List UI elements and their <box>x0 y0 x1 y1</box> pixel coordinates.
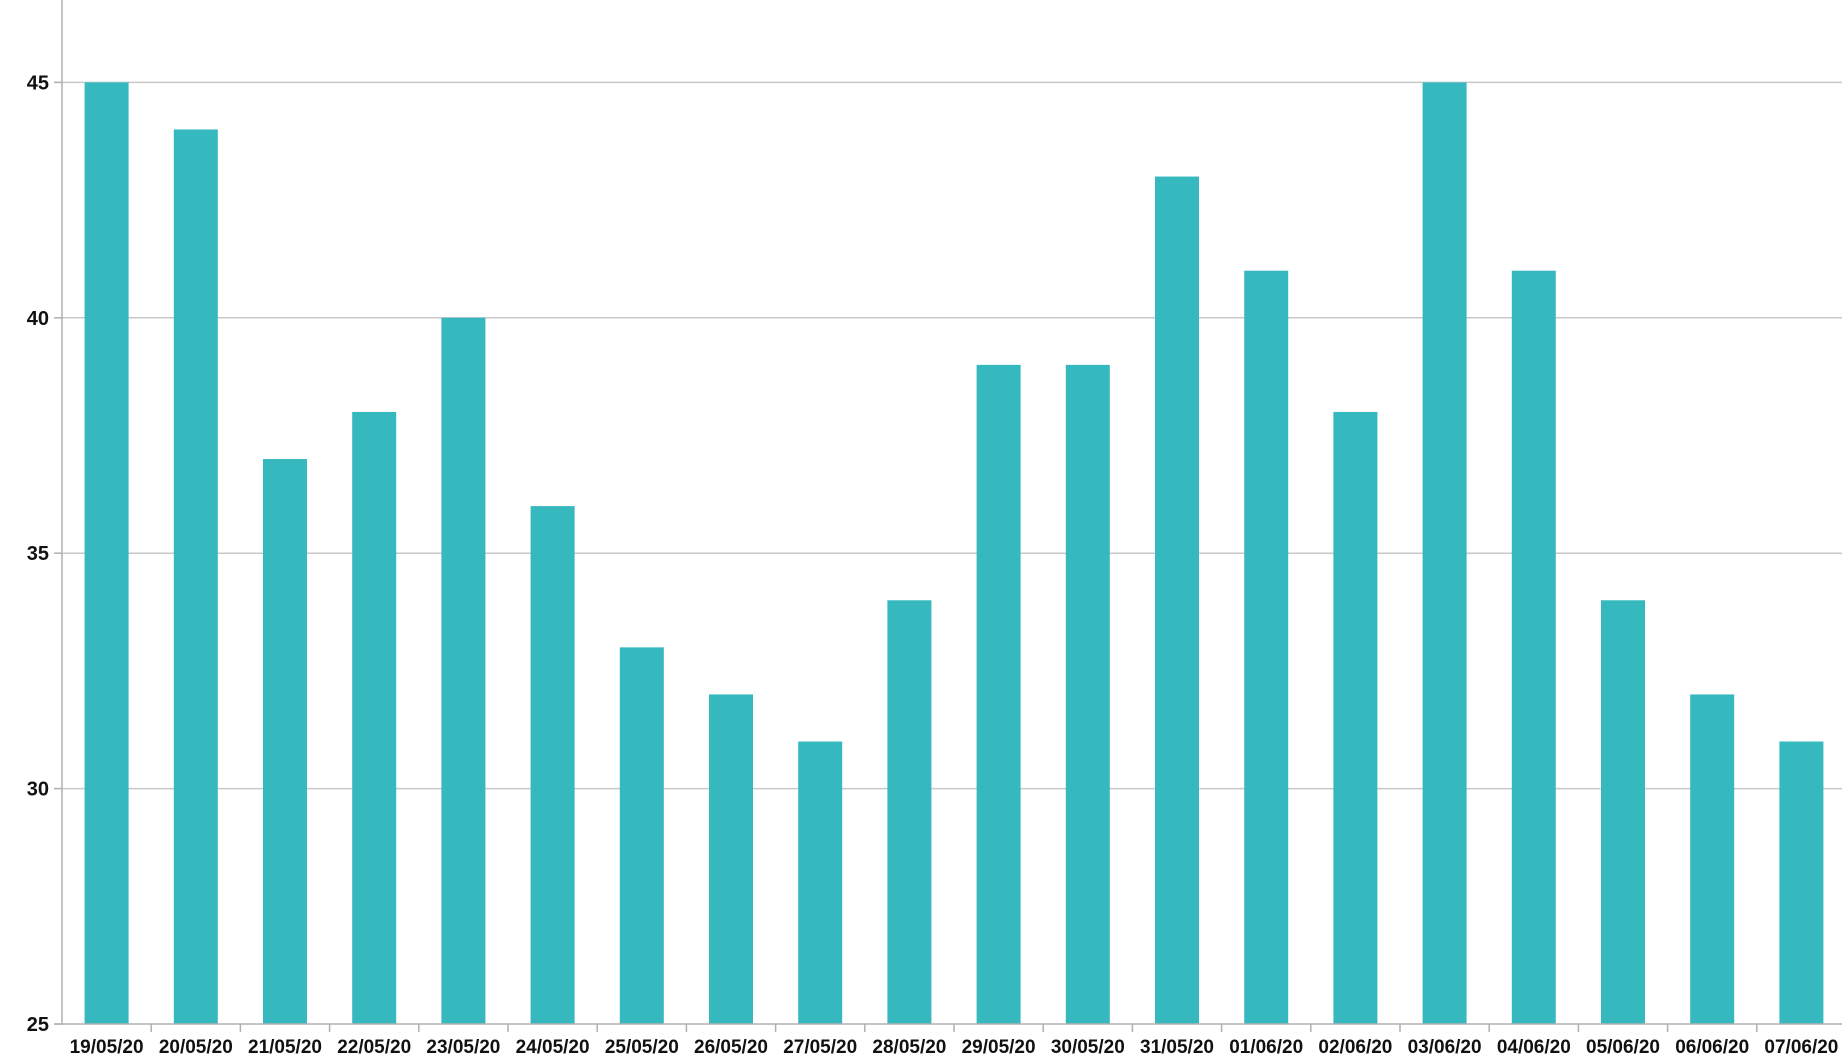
x-tick-label: 02/06/20 <box>1318 1037 1392 1058</box>
x-tick-label: 28/05/20 <box>872 1037 946 1058</box>
bar-04-06-20 <box>1511 270 1556 1024</box>
bar-20-05-20 <box>173 129 218 1025</box>
y-tick-label: 25 <box>27 1014 49 1036</box>
x-tick-label: 21/05/20 <box>248 1037 322 1058</box>
x-tick-label: 24/05/20 <box>516 1037 590 1058</box>
bar-28-05-20 <box>887 600 932 1024</box>
bar-24-05-20 <box>530 506 575 1024</box>
bar-19-05-20 <box>84 82 129 1024</box>
y-tick-labels: 25 30 35 40 45 <box>27 72 49 1036</box>
x-tick-label: 20/05/20 <box>159 1037 233 1058</box>
bar-07-06-20 <box>1779 741 1824 1024</box>
bar-23-05-20 <box>441 317 486 1024</box>
x-tick-label: 31/05/20 <box>1140 1037 1214 1058</box>
y-tick-label: 45 <box>27 72 49 94</box>
bar-27-05-20 <box>798 741 843 1024</box>
x-tick-label: 30/05/20 <box>1051 1037 1125 1058</box>
bar-22-05-20 <box>352 411 397 1025</box>
bar-30-05-20 <box>1065 364 1110 1025</box>
bar-03-06-20 <box>1422 82 1467 1024</box>
bar-01-06-20 <box>1244 270 1289 1024</box>
x-tick-label: 19/05/20 <box>70 1037 144 1058</box>
bar-29-05-20 <box>976 364 1021 1025</box>
x-tick-label: 22/05/20 <box>337 1037 411 1058</box>
x-tick-label: 04/06/20 <box>1497 1037 1571 1058</box>
x-tick-label: 05/06/20 <box>1586 1037 1660 1058</box>
bar-25-05-20 <box>619 647 664 1024</box>
bar-05-06-20 <box>1601 600 1645 1024</box>
x-tick-label: 03/06/20 <box>1408 1037 1482 1058</box>
bars <box>84 82 1824 1025</box>
x-tick-label: 23/05/20 <box>426 1037 500 1058</box>
gridlines <box>62 81 1842 790</box>
x-tick-label: 29/05/20 <box>962 1037 1036 1058</box>
bar-26-05-20 <box>709 694 753 1024</box>
x-tick-labels: 19/05/20 20/05/20 21/05/20 22/05/20 23/05/20… <box>70 1037 1839 1058</box>
bar-06-06-20 <box>1690 694 1735 1024</box>
y-tick-label: 30 <box>27 779 49 801</box>
y-tick-label: 40 <box>27 308 49 330</box>
x-tick-label: 01/06/20 <box>1229 1037 1303 1058</box>
bar-02-06-20 <box>1333 411 1378 1025</box>
bar-21-05-20 <box>263 459 307 1024</box>
axes <box>54 0 1842 1032</box>
y-tick-label: 35 <box>27 543 49 565</box>
x-tick-label: 27/05/20 <box>783 1037 857 1058</box>
x-tick-label: 06/06/20 <box>1675 1037 1749 1058</box>
x-tick-label: 26/05/20 <box>694 1037 768 1058</box>
bar-31-05-20 <box>1155 176 1199 1024</box>
x-tick-label: 25/05/20 <box>605 1037 679 1058</box>
x-tick-label: 07/06/20 <box>1764 1037 1838 1058</box>
